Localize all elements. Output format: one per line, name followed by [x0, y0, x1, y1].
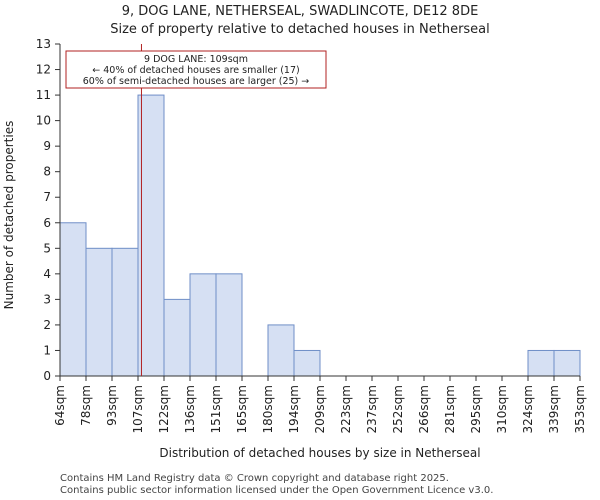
x-tick-label: 237sqm	[365, 385, 379, 433]
x-axis-label: Distribution of detached houses by size …	[159, 446, 480, 460]
chart-title: 9, DOG LANE, NETHERSEAL, SWADLINCOTE, DE…	[121, 4, 479, 19]
annotation-line: ← 40% of detached houses are smaller (17…	[92, 65, 299, 76]
histogram-bar	[137, 94, 165, 377]
y-tick-label: 11	[36, 88, 51, 102]
y-axis-label: Number of detached properties	[2, 121, 16, 310]
x-tick-label: 209sqm	[313, 385, 327, 433]
histogram-bar	[189, 273, 217, 377]
x-tick-label: 324sqm	[521, 385, 535, 433]
x-tick-label: 194sqm	[287, 385, 301, 433]
y-tick-label: 9	[43, 139, 51, 153]
x-tick-label: 151sqm	[209, 385, 223, 433]
y-tick-label: 7	[43, 190, 51, 204]
x-tick-label: 281sqm	[443, 385, 457, 433]
x-tick-label: 353sqm	[573, 385, 587, 433]
x-tick-label: 223sqm	[339, 385, 353, 433]
x-tick-label: 78sqm	[79, 385, 93, 426]
histogram-bar	[59, 222, 87, 377]
x-tick-label: 64sqm	[53, 385, 67, 426]
histogram-bar	[111, 247, 139, 377]
y-tick-label: 3	[43, 292, 51, 306]
x-tick-label: 266sqm	[417, 385, 431, 433]
footer-line-2: Contains public sector information licen…	[60, 485, 494, 496]
x-tick-label: 295sqm	[469, 385, 483, 433]
y-tick-label: 4	[43, 267, 51, 281]
y-tick-label: 1	[43, 343, 51, 357]
marker-group: 9 DOG LANE: 109sqm← 40% of detached hous…	[65, 44, 327, 376]
x-tick-label: 310sqm	[495, 385, 509, 433]
bars-group	[59, 94, 581, 377]
chart-subtitle: Size of property relative to detached ho…	[110, 22, 490, 37]
histogram-bar	[267, 324, 295, 377]
x-tick-label: 339sqm	[547, 385, 561, 433]
x-tick-label: 136sqm	[183, 385, 197, 433]
y-tick-label: 0	[43, 369, 51, 383]
histogram-bar	[163, 298, 191, 377]
annotation-line: 60% of semi-detached houses are larger (…	[83, 76, 310, 87]
x-tick-label: 180sqm	[261, 385, 275, 433]
annotation-line: 9 DOG LANE: 109sqm	[144, 54, 248, 65]
y-tick-label: 12	[36, 63, 51, 77]
footer-line-1: Contains HM Land Registry data © Crown c…	[60, 473, 449, 484]
x-tick-label: 107sqm	[131, 385, 145, 433]
y-tick-label: 6	[43, 216, 51, 230]
histogram-bar	[527, 349, 555, 377]
x-tick-label: 122sqm	[157, 385, 171, 433]
x-tick-label: 252sqm	[391, 385, 405, 433]
x-tick-label: 93sqm	[105, 385, 119, 426]
y-tick-label: 8	[43, 165, 51, 179]
y-tick-label: 10	[36, 114, 51, 128]
y-tick-label: 5	[43, 241, 51, 255]
histogram-bar	[293, 349, 321, 377]
annotation-box	[65, 50, 327, 89]
histogram-bar	[85, 247, 113, 377]
y-tick-label: 2	[43, 318, 51, 332]
x-tick-label: 165sqm	[235, 385, 249, 433]
histogram-bar	[215, 273, 243, 377]
y-tick-label: 13	[36, 37, 51, 51]
histogram-bar	[553, 349, 581, 377]
